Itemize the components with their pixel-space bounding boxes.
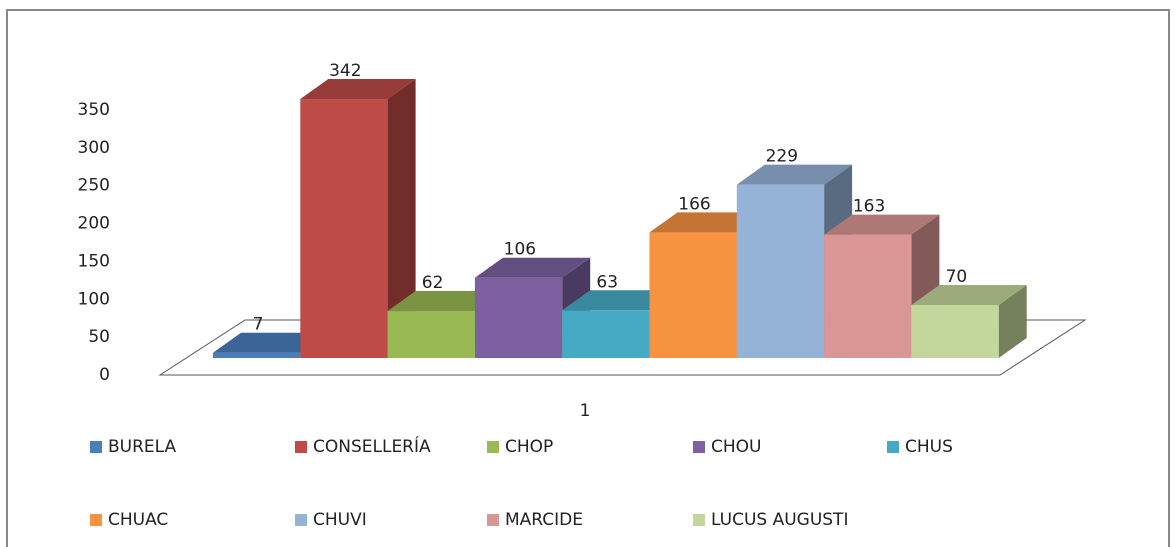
legend-label: CHOP [505, 437, 553, 457]
legend-swatch [693, 441, 705, 453]
legend-label: LUCUS AUGUSTI [711, 510, 848, 530]
legend-label: CONSELLERÍA [313, 435, 431, 457]
bar-top [474, 257, 591, 278]
bar [213, 352, 301, 358]
y-tick-label: 250 [78, 176, 110, 196]
legend-label: CHUS [905, 437, 953, 457]
data-label: 229 [766, 147, 798, 167]
legend-swatch [295, 514, 307, 526]
legend-swatch [90, 514, 102, 526]
bar-top [387, 291, 503, 312]
bar [736, 184, 825, 358]
data-label: 63 [596, 272, 618, 292]
y-tick-label: 300 [78, 138, 110, 158]
legend-label: MARCIDE [505, 510, 583, 530]
bar [300, 99, 388, 359]
data-label: 106 [504, 240, 536, 260]
bar-top [649, 212, 765, 233]
y-tick-label: 150 [78, 251, 110, 271]
bar-top [300, 79, 416, 100]
bar [649, 232, 737, 358]
legend-swatch [90, 441, 102, 453]
data-label: 342 [329, 61, 361, 81]
bar-top [213, 332, 329, 353]
bar-side [998, 285, 1027, 358]
legend-swatch [487, 514, 499, 526]
legend-label: CHOU [711, 437, 761, 457]
bar-top [911, 285, 1027, 305]
y-tick-label: 100 [78, 289, 110, 309]
bar-top [562, 290, 678, 311]
legend-swatch [487, 441, 499, 453]
legend-label: BURELA [108, 437, 177, 457]
bar-top [736, 164, 853, 185]
legend-swatch [295, 441, 307, 453]
bar [911, 305, 999, 358]
data-label: 7 [253, 315, 264, 335]
legend-label: CHUVI [313, 510, 367, 530]
legend-label: CHUAC [108, 510, 168, 530]
bar [474, 277, 563, 358]
data-label: 70 [946, 267, 968, 287]
x-tick-label: 1 [580, 401, 591, 421]
data-label: 166 [678, 194, 710, 214]
bar-side [387, 79, 416, 359]
bar-top [824, 214, 940, 235]
data-label: 62 [422, 273, 444, 293]
data-label: 163 [853, 197, 885, 217]
bar [824, 234, 912, 358]
y-tick-label: 0 [99, 365, 110, 385]
legend-swatch [693, 514, 705, 526]
y-tick-label: 50 [88, 327, 110, 347]
bar [387, 311, 475, 358]
legend-swatch [887, 441, 899, 453]
y-tick-label: 350 [78, 100, 110, 120]
y-tick-label: 200 [78, 214, 110, 234]
bar [562, 310, 650, 358]
